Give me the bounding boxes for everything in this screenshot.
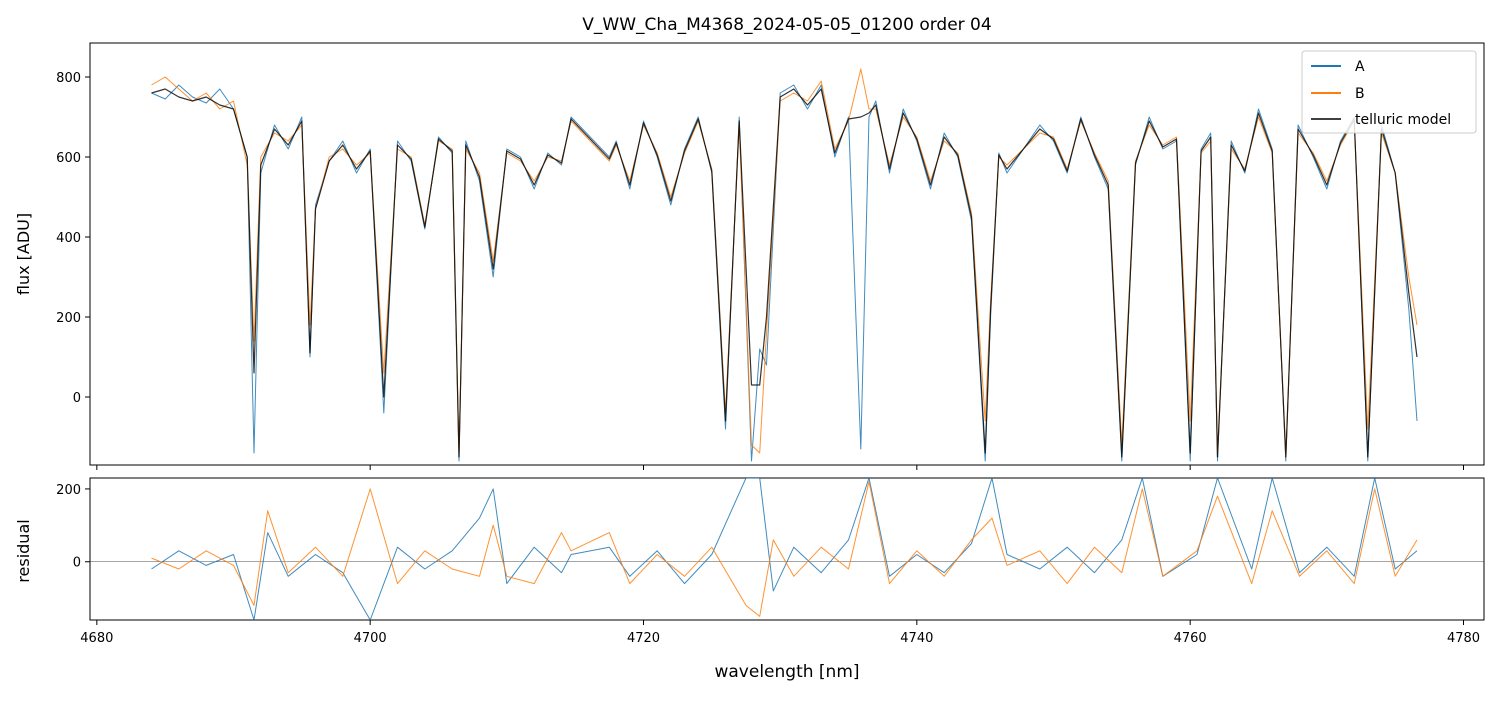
top-y-tick-label: 800	[56, 71, 81, 86]
top-x-ticks	[96, 465, 1464, 470]
chart-title: V_WW_Cha_M4368_2024-05-05_01200 order 04	[582, 15, 991, 35]
bottom-y-axis-label: residual	[14, 519, 33, 582]
top-y-tick-label: 0	[73, 391, 81, 406]
bottom-x-tick-label: 4700	[354, 631, 387, 646]
top-series-group	[151, 68, 1418, 462]
top-plot-frame	[89, 42, 1485, 466]
top-y-axis-label: flux [ADU]	[14, 213, 33, 295]
bottom-y-tick-label: 0	[73, 556, 81, 571]
bottom-y-tick-label: 200	[56, 483, 81, 498]
top-series-a	[151, 84, 1418, 462]
legend: A B telluric model	[1301, 50, 1477, 134]
top-panel: 0 200 400 600 800 flux [ADU]	[14, 42, 1485, 470]
top-y-ticks: 0 200 400 600 800	[56, 71, 90, 406]
top-series-telluric-model	[151, 88, 1418, 458]
x-axis-label: wavelength [nm]	[714, 662, 859, 682]
legend-frame	[1301, 50, 1477, 134]
top-y-tick-label: 600	[56, 151, 81, 166]
bottom-series-b	[151, 481, 1418, 617]
top-y-tick-label: 200	[56, 311, 81, 326]
bottom-x-ticks: 4680 4700 4720 4740 4760 4780	[80, 620, 1480, 646]
legend-label-telluric: telluric model	[1355, 112, 1451, 128]
bottom-plot-frame	[89, 477, 1485, 621]
bottom-x-tick-label: 4740	[900, 631, 933, 646]
bottom-x-tick-label: 4720	[627, 631, 660, 646]
top-y-tick-label: 400	[56, 231, 81, 246]
bottom-x-tick-label: 4780	[1447, 631, 1480, 646]
bottom-series-a	[151, 478, 1418, 620]
bottom-panel: 0 200 4680 4700 4720 4740 4760 4780 residual w…	[14, 477, 1485, 682]
legend-label-b: B	[1355, 86, 1365, 102]
legend-label-a: A	[1355, 59, 1365, 75]
bottom-x-tick-label: 4680	[80, 631, 113, 646]
bottom-series-group	[90, 478, 1484, 620]
bottom-y-ticks: 0 200	[56, 483, 90, 571]
bottom-x-tick-label: 4760	[1174, 631, 1207, 646]
